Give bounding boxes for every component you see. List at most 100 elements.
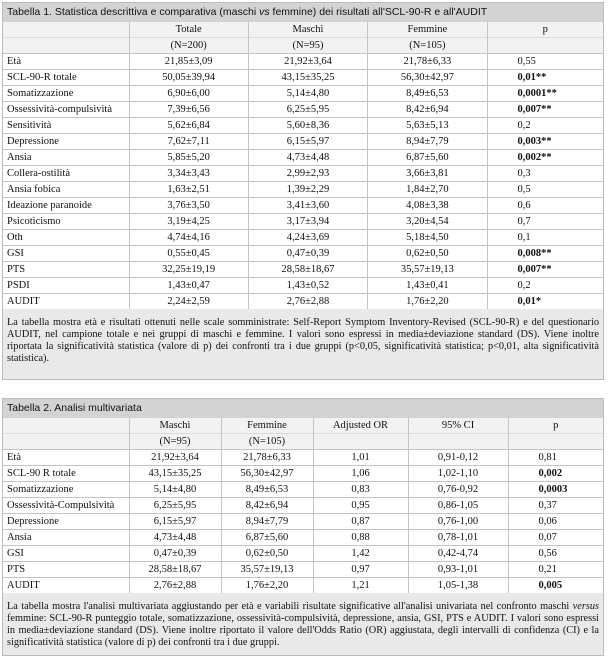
cell: 50,05±39,94 xyxy=(128,69,249,86)
table-panel: Tabella 2. Analisi multivariata Maschi Fe… xyxy=(2,398,604,656)
cell: 6,15±5,97 xyxy=(128,513,221,530)
cell: 0,55±0,45 xyxy=(128,245,249,262)
cell xyxy=(312,433,408,450)
subheader-cell: (N=95) xyxy=(247,37,368,54)
cell: 0,55 xyxy=(486,53,603,70)
row: Età 21,92±3,64 21,78±6,33 1,01 0,91-0,12 0,81 xyxy=(3,449,603,466)
header-cell: p xyxy=(486,22,603,38)
cell xyxy=(507,433,603,450)
header-cell: Totale xyxy=(128,22,249,38)
cell: 1,76±2,20 xyxy=(367,293,487,309)
header-cell: Maschi xyxy=(247,22,368,38)
cell: 6,15±5,97 xyxy=(247,133,368,150)
cell: 0,003** xyxy=(486,133,603,150)
cell: 3,19±4,25 xyxy=(128,213,249,230)
cell: 5,14±4,80 xyxy=(247,85,368,102)
text: versus xyxy=(572,601,599,612)
table-title: Tabella 1. Statistica descrittiva e comp… xyxy=(3,3,603,22)
cell: 56,30±42,97 xyxy=(367,69,487,86)
row-label: Oth xyxy=(3,229,129,246)
cell: 5,63±5,13 xyxy=(367,117,487,134)
cell: 4,24±3,69 xyxy=(247,229,368,246)
text: femmine: SCL-90-R punteggio totale, soma… xyxy=(7,613,599,648)
row: Psicoticismo 3,19±4,25 3,17±3,94 3,20±4,54 0… xyxy=(3,213,603,230)
cell: 1,76±2,20 xyxy=(220,577,313,593)
cell: 8,49±6,53 xyxy=(220,481,313,498)
cell: 3,41±3,60 xyxy=(247,197,368,214)
cell: 6,87±5,60 xyxy=(220,529,313,546)
cell: 1,01 xyxy=(312,449,408,466)
cell: 8,94±7,79 xyxy=(367,133,487,150)
row-label: Somatizzazione xyxy=(3,481,129,498)
cell xyxy=(407,433,508,450)
cell: 3,17±3,94 xyxy=(247,213,368,230)
cell: 8,94±7,79 xyxy=(220,513,313,530)
cell: 7,62±7,11 xyxy=(128,133,249,150)
row-label: Età xyxy=(3,449,129,466)
row-label: SCL-90-R totale xyxy=(3,69,129,86)
cell: 0,37 xyxy=(507,497,603,514)
cell: 1,21 xyxy=(312,577,408,593)
row-label: AUDIT xyxy=(3,577,129,593)
cell: 2,76±2,88 xyxy=(128,577,221,593)
cell: 0,95 xyxy=(312,497,408,514)
cell: 4,73±4,48 xyxy=(128,529,221,546)
row: PTS 28,58±18,67 35,57±19,13 0,97 0,93-1,01 0,… xyxy=(3,561,603,578)
cell: 1,43±0,52 xyxy=(247,277,368,294)
cell xyxy=(486,37,603,54)
row-label: PTS xyxy=(3,261,129,278)
cell xyxy=(3,37,129,54)
row-label: Collera-ostilità xyxy=(3,165,129,182)
cell: 2,24±2,59 xyxy=(128,293,249,309)
cell: 43,15±35,25 xyxy=(247,69,368,86)
cell: 28,58±18,67 xyxy=(128,561,221,578)
cell: 0,83 xyxy=(312,481,408,498)
cell: 2,76±2,88 xyxy=(247,293,368,309)
cell: 1,02-1,10 xyxy=(407,465,508,482)
text: femmine) dei risultati all'SCL-90-R e al… xyxy=(269,6,488,18)
row-label: GSI xyxy=(3,545,129,562)
row-label: PTS xyxy=(3,561,129,578)
row: Ossessività-compulsività 7,39±6,56 6,25±5,… xyxy=(3,101,603,118)
cell: 3,66±3,81 xyxy=(367,165,487,182)
header-cell: Adjusted OR xyxy=(312,418,408,434)
cell: 0,62±0,50 xyxy=(367,245,487,262)
header-row: Maschi Femmine Adjusted OR 95% CI p xyxy=(3,418,603,434)
cell: 6,87±5,60 xyxy=(367,149,487,166)
row: Somatizzazione 6,90±6,00 5,14±4,80 8,49±6,5… xyxy=(3,85,603,102)
cell: 0,76-1,00 xyxy=(407,513,508,530)
cell: 56,30±42,97 xyxy=(220,465,313,482)
cell xyxy=(3,433,129,450)
cell: 0,76-0,92 xyxy=(407,481,508,498)
cell: 1,43±0,41 xyxy=(367,277,487,294)
cell: 0,2 xyxy=(486,117,603,134)
cell: 0,62±0,50 xyxy=(220,545,313,562)
header-cell: 95% CI xyxy=(407,418,508,434)
row: Ansia fobica 1,63±2,51 1,39±2,29 1,84±2,70 0… xyxy=(3,181,603,198)
header-row: Totale Maschi Femmine p xyxy=(3,22,603,38)
cell: 1,63±2,51 xyxy=(128,181,249,198)
cell: 6,25±5,95 xyxy=(128,497,221,514)
text: Tabella 1. Statistica descrittiva e comp… xyxy=(7,6,260,18)
cell: 6,25±5,95 xyxy=(247,101,368,118)
cell: 0,42-4,74 xyxy=(407,545,508,562)
row: PSDI 1,43±0,47 1,43±0,52 1,43±0,41 0,2 xyxy=(3,277,603,294)
cell: 4,73±4,48 xyxy=(247,149,368,166)
cell: 0,91-0,12 xyxy=(407,449,508,466)
cell: 0,002 xyxy=(507,465,603,482)
subheader-cell: (N=200) xyxy=(128,37,249,54)
subheader-row: (N=95) (N=105) xyxy=(3,433,603,450)
text: vs xyxy=(259,6,270,18)
row: AUDIT 2,76±2,88 1,76±2,20 1,21 1,05-1,38 0,00… xyxy=(3,577,603,593)
cell xyxy=(3,22,129,38)
row: AUDIT 2,24±2,59 2,76±2,88 1,76±2,20 0,01* xyxy=(3,293,603,309)
cell: 3,20±4,54 xyxy=(367,213,487,230)
cell: 0,93-1,01 xyxy=(407,561,508,578)
row: Somatizzazione 5,14±4,80 8,49±6,53 0,83 0,76… xyxy=(3,481,603,498)
cell: 5,18±4,50 xyxy=(367,229,487,246)
cell: 0,97 xyxy=(312,561,408,578)
cell: 0,86-1,05 xyxy=(407,497,508,514)
subheader-cell: (N=105) xyxy=(220,433,313,450)
row: Oth 4,74±4,16 4,24±3,69 5,18±4,50 0,1 xyxy=(3,229,603,246)
